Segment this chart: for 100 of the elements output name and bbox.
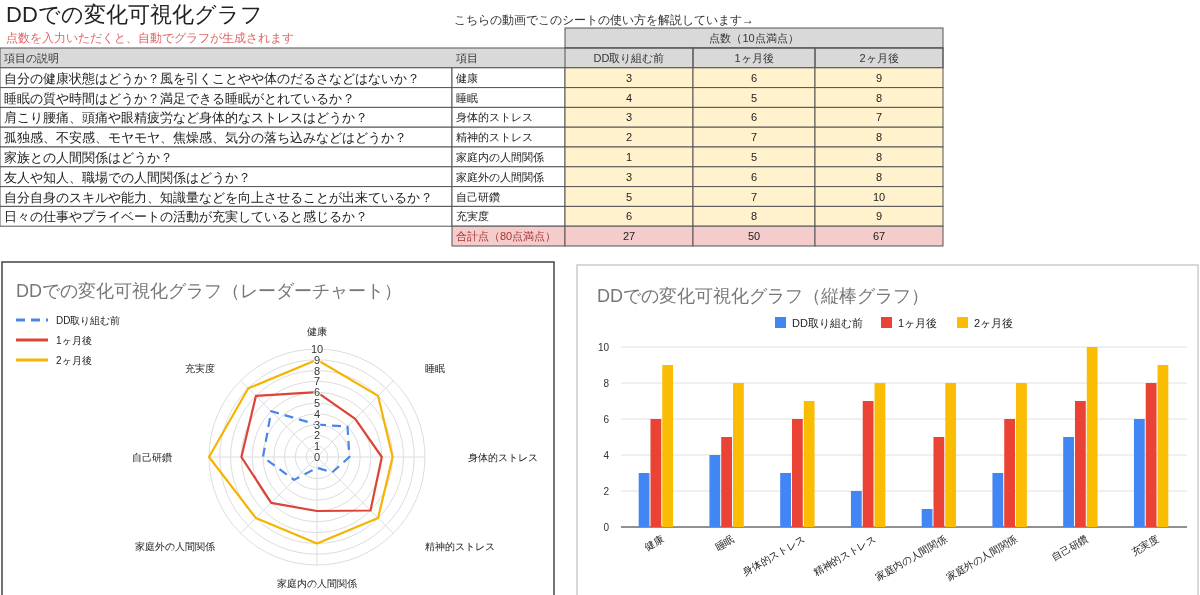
y-tick-label: 8 [603,378,610,389]
x-tick-label: 充実度 [1129,533,1161,558]
y-tick-label: 充実度 [456,210,489,223]
bar [780,473,791,527]
bar [733,383,744,527]
x-tick-label: DD取り組む前 [593,52,665,64]
x-tick-label: 2ヶ月後 [859,52,899,64]
y-tick-label: 10 [597,342,610,353]
y-tick-label: 自己研鑽 [456,190,500,203]
text: DDでの変化可視化グラフ [6,2,263,27]
data-label: 8 [750,210,758,223]
y-tick-label: 6 [603,414,610,425]
data-label: 5 [750,151,758,163]
bar [803,401,815,527]
data-label: 8 [875,151,883,163]
data-label: 6 [750,170,758,183]
bar [945,383,957,527]
y-tick-label: 2 [313,429,321,442]
y-tick-label: 7 [313,375,321,388]
y-tick-label: 10 [310,343,324,355]
data-label: 6 [625,210,633,223]
bar [662,365,674,527]
bar [1016,383,1027,527]
y2-axis-title: 項目の説明 [4,52,59,64]
x-tick-label: 健康 [642,533,666,553]
y2-tick-label: 睡眠の質や時間はどうか？満足できる睡眠がとれているか？ [4,91,355,106]
y-tick-label: 睡眠 [456,91,478,104]
bar [1157,365,1169,527]
data-label: 6 [750,111,758,124]
spoke-label: 自己研鑽 [132,452,173,463]
legend-label: 2ヶ月後 [974,317,1014,329]
y-tick-label: 5 [313,397,321,409]
bar [1086,347,1098,527]
data-label: 27 [622,230,636,243]
y-tick-label: 家庭外の人間関係 [456,170,544,183]
y-tick-label: 2 [603,486,610,497]
y2-tick-label: 孤独感、不安感、モヤモヤ、焦燥感、気分の落ち込みなどはどうか？ [4,130,407,146]
bar [1074,401,1086,527]
y-tick-label: 8 [313,364,321,377]
data-label: 1 [625,151,633,163]
bar [862,401,874,527]
data-label: 3 [625,111,633,124]
spoke-label: 充実度 [184,362,215,374]
data-label: 9 [875,210,883,223]
bar [709,455,721,527]
text: こちらの動画でこのシートの使い方を解説しています→ [454,13,754,27]
legend-label: 1ヶ月後 [898,317,938,329]
bar [1063,437,1074,527]
data-label: 8 [875,131,883,144]
bar [921,509,933,527]
bar [638,473,650,527]
data-label: 3 [625,170,633,183]
bar [1145,383,1157,527]
data-label: 5 [625,190,633,203]
data-label: 8 [875,91,883,104]
bar [721,437,733,527]
y-tick-label: 身体的ストレス [456,111,533,124]
legend-label: DD取り組む前 [792,317,863,329]
bar [874,383,886,527]
bar [992,473,1004,527]
bar [933,437,945,527]
y2-tick-label: 友人や知人、職場での人間関係はどうか？ [4,170,251,185]
bar [850,491,862,527]
y-axis-title: 項目 [456,52,478,64]
y-tick-label: 家庭内の人間関係 [456,151,544,163]
y-tick-label: 4 [313,407,321,420]
y-tick-label: 4 [603,450,610,461]
data-label: 7 [875,111,883,124]
legend-label: DD取り組む前 [56,315,121,326]
y2-tick-label: 家族との人間関係はどうか？ [4,150,173,165]
data-label: 6 [750,71,758,84]
y-tick-label: 精神的ストレス [456,131,533,144]
x-tick-label: 身体的ストレス [740,533,807,578]
y-tick-label: 0 [313,451,321,463]
bar [791,419,803,527]
data-label: 5 [750,91,758,104]
x-axis-title: 点数（10点満点） [709,32,799,44]
y2-tick-label: 自分自身のスキルや能力、知識量などを向上させることが出来ているか？ [4,190,433,205]
data-label: 10 [872,190,886,203]
chart-title: DDでの変化可視化グラフ（レーダーチャート） [16,281,402,301]
x-tick-label: 睡眠 [713,533,737,553]
bar [650,419,662,527]
data-label: 50 [747,230,761,243]
legend-label: 1ヶ月後 [56,335,92,346]
x-tick-label: 1ヶ月後 [734,52,774,64]
data-label: 9 [875,71,883,84]
data-label: 8 [875,170,883,183]
data-label: 7 [750,131,758,144]
data-label: 7 [750,190,758,203]
y-tick-label: 0 [603,522,610,533]
spoke-label: 睡眠 [425,362,446,374]
data-label: 67 [872,230,886,243]
y2-tick-label: 自分の健康状態はどうか？風を引くことやや体のだるさなどはないか？ [4,71,420,86]
text: 点数を入力いただくと、自動でグラフが生成されます [6,31,294,45]
data-label: 3 [625,71,633,84]
data-label: 4 [625,91,633,104]
bar [1133,419,1145,527]
legend-label: 2ヶ月後 [56,355,92,366]
y-tick-label: 合計点（80点満点） [456,230,557,243]
bar [1004,419,1016,527]
